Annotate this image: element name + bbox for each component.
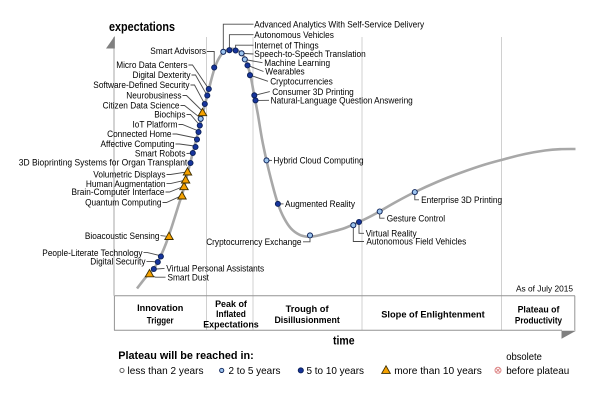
svg-text:Wearables: Wearables: [265, 67, 305, 77]
svg-text:Trigger: Trigger: [147, 316, 174, 327]
svg-text:Bioacoustic Sensing: Bioacoustic Sensing: [85, 231, 160, 241]
svg-text:Brain-Computer Interface: Brain-Computer Interface: [72, 187, 165, 197]
svg-text:3D Bioprinting Systems for Org: 3D Bioprinting Systems for Organ Transpl…: [19, 158, 188, 168]
svg-text:Machine Learning: Machine Learning: [264, 58, 330, 68]
svg-text:Natural-Language Question Answ: Natural-Language Question Answering: [271, 96, 413, 106]
svg-text:Citizen Data Science: Citizen Data Science: [103, 101, 180, 111]
svg-text:Hybrid Cloud Computing: Hybrid Cloud Computing: [273, 156, 363, 166]
svg-text:Peak of: Peak of: [215, 299, 248, 310]
svg-text:Speech-to-Speech Translation: Speech-to-Speech Translation: [254, 49, 365, 59]
svg-text:Autonomous Field Vehicles: Autonomous Field Vehicles: [366, 237, 466, 247]
svg-text:less than 2 years: less than 2 years: [128, 366, 204, 377]
svg-text:Biochips: Biochips: [154, 110, 186, 120]
svg-text:2 to 5 years: 2 to 5 years: [229, 366, 281, 377]
svg-text:Trough of: Trough of: [286, 304, 330, 315]
svg-text:Virtual Reality: Virtual Reality: [366, 229, 417, 239]
svg-text:before plateau: before plateau: [506, 366, 569, 377]
svg-text:Quantum Computing: Quantum Computing: [85, 198, 161, 208]
svg-text:Inflated: Inflated: [216, 309, 246, 320]
svg-text:Cryptocurrency Exchange: Cryptocurrency Exchange: [206, 237, 301, 247]
svg-text:Augmented Reality: Augmented Reality: [285, 199, 355, 209]
svg-text:Volumetric Displays: Volumetric Displays: [93, 170, 166, 180]
svg-text:Micro Data Centers: Micro Data Centers: [116, 60, 188, 70]
svg-text:Smart Advisors: Smart Advisors: [150, 46, 206, 56]
svg-text:time: time: [333, 333, 355, 347]
svg-text:Consumer 3D Printing: Consumer 3D Printing: [272, 87, 354, 97]
svg-text:expectations: expectations: [109, 20, 175, 34]
svg-text:Smart Robots: Smart Robots: [135, 149, 186, 159]
svg-text:Cryptocurrencies: Cryptocurrencies: [270, 77, 333, 87]
svg-text:Digital Security: Digital Security: [90, 257, 146, 267]
svg-text:Autonomous Vehicles: Autonomous Vehicles: [254, 30, 334, 40]
svg-text:Affective Computing: Affective Computing: [101, 139, 175, 149]
svg-text:Plateau will be reached in:: Plateau will be reached in:: [118, 350, 253, 362]
svg-text:Innovation: Innovation: [137, 303, 183, 314]
svg-text:Slope of Enlightenment: Slope of Enlightenment: [381, 310, 485, 321]
svg-text:Neurobusiness: Neurobusiness: [126, 91, 182, 101]
svg-text:People-Literate Technology: People-Literate Technology: [42, 248, 143, 258]
svg-text:5 to 10 years: 5 to 10 years: [307, 366, 365, 377]
svg-text:obsolete: obsolete: [506, 352, 542, 363]
svg-text:As of July 2015: As of July 2015: [516, 284, 573, 294]
svg-text:Digital Dexterity: Digital Dexterity: [133, 70, 191, 80]
svg-text:Smart Dust: Smart Dust: [168, 272, 210, 282]
svg-text:IoT Platform: IoT Platform: [133, 120, 178, 130]
svg-text:Human Augmentation: Human Augmentation: [86, 179, 166, 189]
svg-text:Gesture Control: Gesture Control: [387, 213, 445, 223]
svg-text:Software-Defined Security: Software-Defined Security: [93, 80, 190, 90]
svg-text:Plateau of: Plateau of: [518, 304, 561, 315]
svg-text:Productivity: Productivity: [515, 315, 563, 326]
svg-text:more than 10 years: more than 10 years: [394, 366, 482, 377]
svg-text:Expectations: Expectations: [203, 320, 259, 331]
svg-text:Internet of Things: Internet of Things: [254, 40, 319, 50]
svg-text:Virtual Personal Assistants: Virtual Personal Assistants: [166, 264, 264, 274]
svg-text:Advanced Analytics With Self-S: Advanced Analytics With Self-Service Del…: [254, 19, 424, 29]
svg-text:Connected Home: Connected Home: [107, 129, 171, 139]
svg-text:Enterprise 3D Printing: Enterprise 3D Printing: [421, 195, 502, 205]
svg-text:Disillusionment: Disillusionment: [274, 315, 340, 326]
